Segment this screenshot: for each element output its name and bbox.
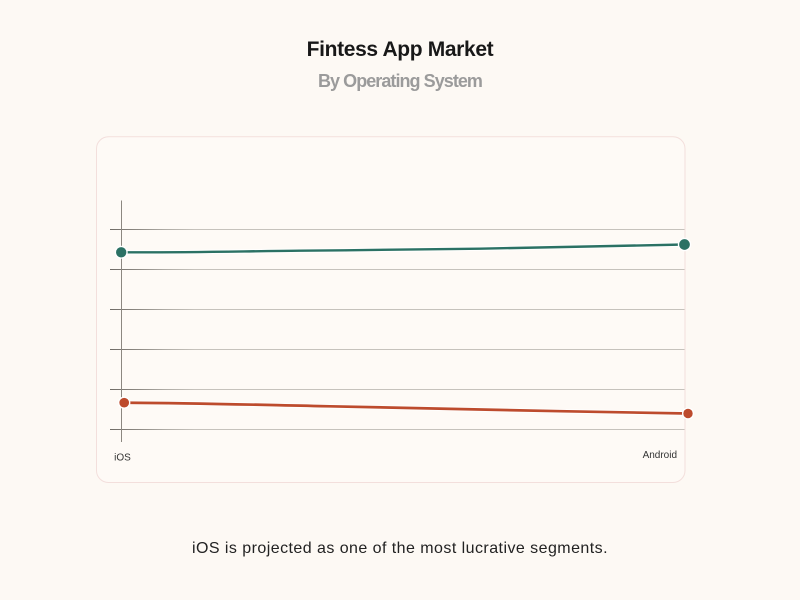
svg-text:Android: Android [643, 450, 677, 461]
svg-text:iOS: iOS [114, 453, 131, 464]
